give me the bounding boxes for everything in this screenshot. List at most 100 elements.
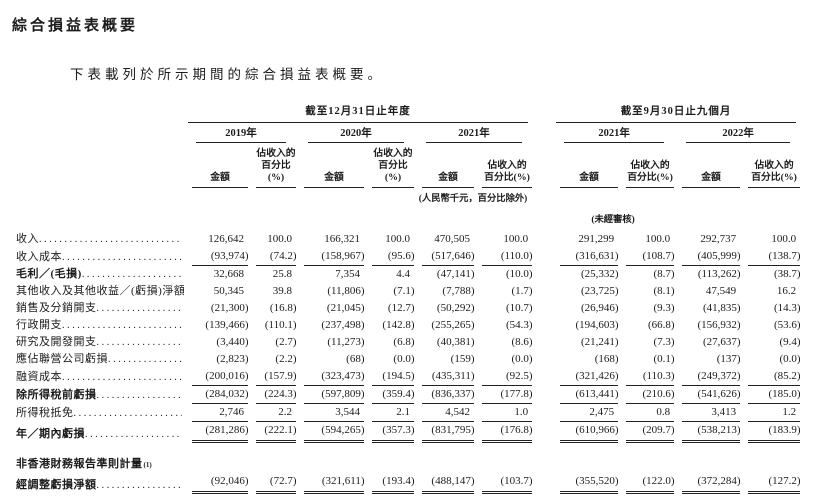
cell-value: (281,286) (205, 424, 248, 436)
cell-value: 25.8 (272, 268, 292, 280)
cell-value: (158,967) (321, 250, 364, 262)
cell-value: 39.8 (272, 285, 292, 297)
cell-value: (209.7) (642, 424, 675, 436)
group-header-nine-months: 截至9月30日止九個月 (556, 105, 797, 123)
cell-value: (50,292) (436, 302, 474, 314)
percent-of-revenue-column-header: 佔收入的 百分比(%) (626, 155, 675, 188)
percent-of-revenue-column-header: 佔收入的 百分比(%) (482, 155, 533, 188)
cell-value: (41,835) (702, 302, 741, 314)
cell-value: (23,725) (580, 285, 619, 297)
cell-value: (14.3) (773, 302, 801, 314)
row-label: 經調整虧損淨額 (16, 479, 97, 491)
table-row: 年／期內虧損 (281,286) (222.1) (594,265) (357.3) (8… (12, 422, 801, 443)
table-row: 融資成本 (200,016) (157.9) (323,473) (194.5) (435… (12, 368, 801, 386)
page-title: 綜合損益表概要 (12, 18, 139, 34)
row-label: 研究及開發開支 (16, 336, 97, 348)
row-label: 銷售及分銷開支 (16, 302, 97, 314)
cell-value: (47,141) (436, 268, 474, 280)
cell-value: (168) (594, 353, 619, 365)
cell-value: 50,345 (213, 285, 244, 297)
intro-text: 下表載列於所示期間的綜合損益表概要。 (70, 67, 385, 82)
table-row: 其他收入及其他收益／(虧損)淨額 50,345 39.8 (11,806) (7.1) (… (12, 283, 800, 300)
dot-leader (74, 407, 183, 420)
cell-value: (142.8) (382, 319, 414, 331)
amount-column-header: 金額 (422, 167, 474, 188)
dot-leader (108, 353, 182, 366)
cell-value: (176.8) (500, 424, 533, 436)
cell-value: (10.7) (505, 302, 533, 314)
dot-leader (82, 268, 182, 281)
cell-value: 100.0 (385, 233, 410, 245)
cell-value: 100.0 (267, 233, 292, 245)
cell-value: (7.1) (393, 285, 414, 297)
cell-value: (3,440) (216, 336, 248, 348)
cell-value: 291,299 (578, 233, 615, 245)
table-row: 毛利／(毛損) 32,668 25.8 7,354 4.4 (47,141) (10.0) (… (12, 266, 800, 283)
dot-leader (97, 336, 183, 349)
cell-value: (321,611) (321, 475, 364, 487)
cell-value: (372,284) (697, 475, 741, 487)
cell-value: (74.2) (269, 250, 296, 262)
cell-value: (7.3) (653, 336, 675, 348)
unaudited-note: (未經審核) (591, 215, 635, 225)
cell-value: 100.0 (645, 233, 671, 245)
dot-leader (39, 233, 182, 246)
cell-value: (0.0) (779, 353, 801, 365)
cell-value: (16.8) (269, 302, 296, 314)
cell-value: (185.0) (768, 388, 801, 400)
cell-value: (72.7) (269, 475, 296, 487)
row-label: 所得稅抵免 (16, 407, 74, 419)
cell-value: (210.6) (642, 388, 675, 400)
cell-value: (541,626) (697, 388, 741, 400)
income-statement-table: 截至12月31日止年度 截至9月30日止九個月 2019年 2020年 2021… (12, 105, 801, 494)
row-label: 其他收入及其他收益／(虧損)淨額 (16, 285, 184, 297)
row-label: 非香港財務報告準則計量 (16, 458, 143, 470)
cell-value: 100.0 (503, 233, 529, 245)
cell-value: (68) (346, 353, 364, 365)
cell-value: (103.7) (500, 475, 533, 487)
table-row: 行政開支 (139,466) (110.1) (237,498) (142.8) (255… (12, 317, 800, 334)
year-header-2019: 2019年 (196, 123, 286, 143)
cell-value: (193.4) (382, 475, 414, 487)
cell-value: (177.8) (500, 388, 533, 400)
dot-leader (85, 428, 182, 441)
row-label: 年／期內虧損 (16, 428, 85, 440)
percent-of-revenue-column-header: 佔收入的 百分比(%) (256, 143, 296, 188)
dot-leader (97, 302, 183, 315)
cell-value: 47,549 (705, 285, 737, 297)
table-row: 收入 126,642 100.0 166,321 100.0 470,505 100.0 29… (12, 231, 800, 248)
table-row: 銷售及分銷開支 (21,300) (16.8) (21,045) (12.7) (50,2… (12, 300, 800, 317)
cell-value: (8.1) (653, 285, 675, 297)
cell-value: (25,332) (580, 268, 619, 280)
cell-value: (113,262) (697, 268, 741, 280)
cell-value: (93,974) (210, 250, 248, 262)
table-row: 收入成本 (93,974) (74.2) (158,967) (95.6) (517,64… (12, 248, 801, 266)
row-label: 行政開支 (16, 319, 62, 331)
cell-value: (110.0) (500, 250, 533, 262)
cell-value: (85.2) (773, 370, 801, 382)
cell-value: (2.7) (275, 336, 296, 348)
cell-value: (11,806) (327, 285, 364, 297)
amount-column-header: 金額 (304, 167, 364, 188)
table-row: 應佔聯營公司虧損 (2,823) (2.2) (68) (0.0) (159) (0.0) (… (12, 351, 800, 368)
cell-value: (40,381) (436, 336, 474, 348)
cell-value: 1.2 (782, 406, 797, 418)
cell-value: (27,637) (702, 336, 741, 348)
cell-value: (1.7) (511, 285, 533, 297)
cell-value: (435,311) (431, 370, 474, 382)
year-header-2021: 2021年 (426, 123, 523, 143)
cell-value: (157.9) (264, 370, 296, 382)
cell-value: (488,147) (431, 475, 474, 487)
cell-value: (249,372) (697, 370, 741, 382)
dot-leader (62, 371, 182, 384)
table-row: 非香港財務報告準則計量 (1) (16, 458, 152, 470)
amount-column-header: 金額 (682, 167, 741, 188)
cell-value: (138.7) (768, 250, 801, 262)
amount-column-header: 金額 (192, 167, 248, 188)
table-row: 研究及開發開支 (3,440) (2.7) (11,273) (6.8) (40,381)… (12, 334, 800, 351)
row-label: 融資成本 (16, 371, 62, 383)
group-header-annual: 截至12月31日止年度 (188, 105, 529, 123)
cell-value: (9.4) (779, 336, 801, 348)
unaudited-note-row: (未經審核) (12, 206, 800, 231)
cell-value: 3,413 (711, 406, 737, 418)
